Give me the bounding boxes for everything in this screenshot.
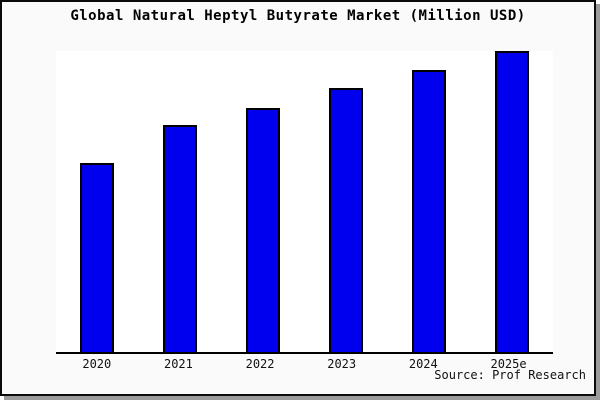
chart-title: Global Natural Heptyl Butyrate Market (M… <box>70 8 526 24</box>
x-tick-label-2025e: 2025e <box>490 357 527 371</box>
bar-2025e <box>494 51 529 352</box>
bar-2020 <box>80 163 115 352</box>
x-tick-label-2020: 2020 <box>82 357 112 371</box>
bar-2024 <box>411 70 446 352</box>
bar-2021 <box>163 125 198 352</box>
x-tick-label-2024: 2024 <box>408 357 438 371</box>
bar-2022 <box>246 108 281 352</box>
x-axis-labels: 2020 2021 2022 2023 2024 2025e <box>56 357 553 371</box>
source-note: Source: Prof Research <box>434 368 586 382</box>
plot-area <box>56 51 553 354</box>
x-tick-label-2021: 2021 <box>163 357 193 371</box>
x-tick-label-2022: 2022 <box>245 357 275 371</box>
bar-2023 <box>328 88 363 352</box>
x-tick-label-2023: 2023 <box>327 357 357 371</box>
